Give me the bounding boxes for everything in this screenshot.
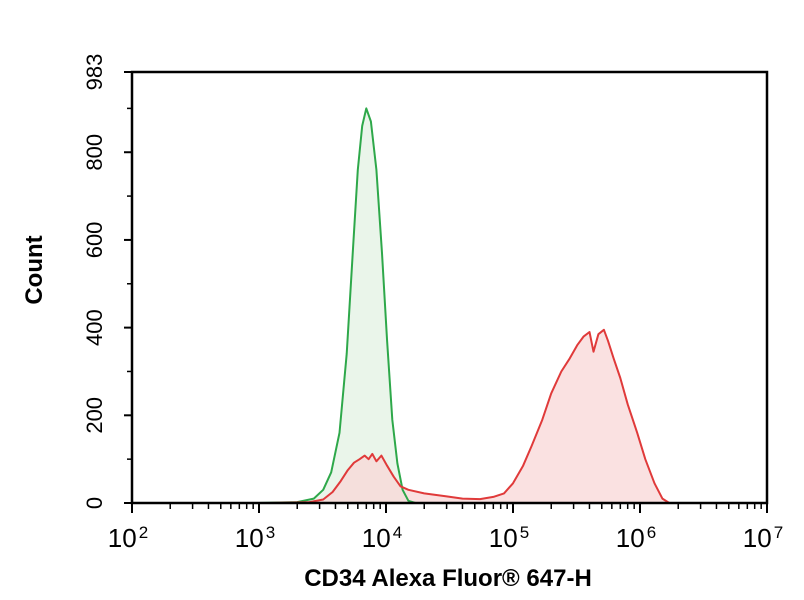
x-tick-label: 10 3 bbox=[235, 523, 275, 553]
y-tick-label: 983 bbox=[82, 54, 107, 91]
x-tick-label: 10 7 bbox=[743, 523, 783, 553]
y-tick-label: 200 bbox=[82, 397, 107, 434]
plot-frame bbox=[130, 70, 769, 505]
y-tick-label: 600 bbox=[82, 222, 107, 259]
tick-layer: 0 200 400 600 800 983 10 2 10 3 10 4 10 5 10 6 10 7 bbox=[82, 54, 783, 553]
x-tick-label: 10 5 bbox=[489, 523, 529, 553]
x-tick-label: 10 4 bbox=[362, 523, 402, 553]
histogram-line-2 bbox=[269, 328, 670, 504]
y-tick-label: 0 bbox=[82, 497, 107, 509]
x-tick-label: 10 2 bbox=[108, 523, 148, 553]
y-tick-label: 400 bbox=[82, 309, 107, 346]
y-tick-label: 800 bbox=[82, 134, 107, 171]
series-layer bbox=[258, 107, 670, 504]
x-tick-label: 10 6 bbox=[616, 523, 656, 553]
x-axis-title: CD34 Alexa Fluor® 647-H bbox=[304, 565, 592, 592]
histogram-line-1 bbox=[258, 107, 416, 504]
histogram-fill-1 bbox=[259, 108, 416, 504]
y-axis-title: Count bbox=[21, 235, 48, 304]
